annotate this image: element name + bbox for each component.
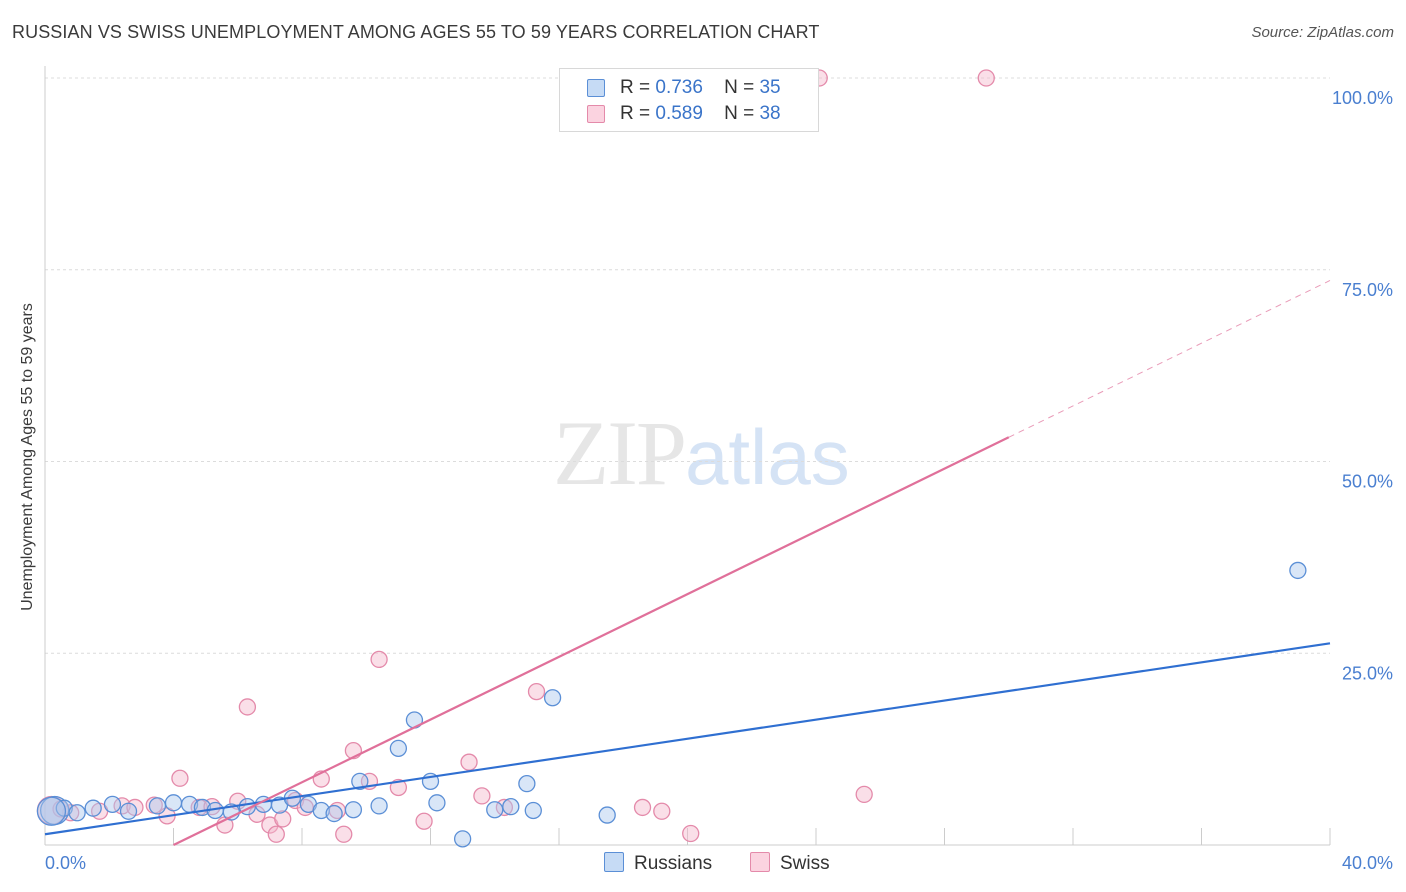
swiss-point	[460, 753, 478, 771]
bottom-legend-russians: Russians	[604, 852, 712, 875]
russians-point	[486, 801, 504, 819]
swiss-point	[682, 824, 700, 843]
russians-point	[524, 801, 542, 820]
y-tick-label: 75.0%	[1342, 280, 1393, 300]
russians-point	[1289, 561, 1307, 580]
russians-point	[453, 830, 472, 848]
watermark-zip: ZIP	[553, 402, 687, 504]
y-tick-label: 50.0%	[1342, 472, 1393, 492]
russians-point	[84, 799, 102, 817]
swiss-point	[238, 698, 257, 716]
chart-title: RUSSIAN VS SWISS UNEMPLOYMENT AMONG AGES…	[12, 22, 820, 42]
swiss-point	[274, 810, 292, 828]
russians-point	[598, 806, 616, 824]
swiss-point	[335, 825, 353, 843]
x-tick-label: 40.0%	[1342, 853, 1393, 873]
russians-point	[312, 801, 330, 820]
y-tick-label: 25.0%	[1342, 663, 1393, 683]
russians-point	[370, 797, 388, 815]
bottom-legend-swiss: Swiss	[750, 852, 830, 875]
swiss-point	[855, 785, 873, 804]
russians-trendline	[44, 642, 1331, 836]
correlation-legend: R = 0.736 N = 35 R = 0.589 N = 38	[559, 68, 819, 132]
russians-point	[119, 802, 138, 820]
swiss-swatch	[587, 105, 605, 123]
swiss-point	[527, 682, 546, 701]
legend-n-label: N =	[724, 77, 755, 98]
legend-r-value: 0.736	[655, 77, 703, 98]
swiss-trendline-extension	[1008, 280, 1331, 438]
russians-point	[68, 804, 86, 822]
russians-legend-label: Russians	[634, 853, 713, 874]
legend-n-value: 38	[759, 103, 781, 124]
legend-n-value: 35	[759, 77, 781, 98]
swiss-point	[389, 778, 408, 797]
watermark: ZIPatlas	[553, 400, 850, 506]
russians-point	[518, 774, 536, 793]
swiss-point	[473, 787, 491, 805]
swiss-point	[370, 650, 388, 669]
russians-point	[103, 795, 122, 813]
russians-point	[148, 797, 167, 815]
y-tick-label: 100.0%	[1332, 88, 1393, 108]
russians-point	[502, 798, 520, 816]
russians-point	[164, 794, 183, 812]
russians-swatch	[587, 79, 605, 97]
swiss-point	[633, 798, 652, 817]
swiss-trendline	[173, 436, 1010, 846]
russians-point	[325, 804, 343, 823]
legend-r-label: R =	[620, 77, 651, 98]
russians-point	[344, 801, 363, 819]
watermark-atlas: atlas	[685, 413, 850, 501]
swiss-point	[977, 69, 995, 87]
russians-point	[428, 794, 446, 812]
russians-point	[351, 772, 369, 790]
swiss-point	[415, 812, 433, 830]
swiss-point	[171, 769, 189, 787]
source-label: Source: ZipAtlas.com	[1251, 24, 1394, 41]
legend-r-value: 0.589	[655, 103, 703, 124]
russians-point	[543, 689, 562, 707]
x-tick-label: 0.0%	[45, 853, 86, 873]
legend-n-label: N =	[724, 103, 755, 124]
russians-point	[36, 796, 67, 826]
russians-point	[389, 739, 408, 758]
swiss-legend-swatch	[750, 852, 770, 872]
legend-r-label: R =	[620, 103, 651, 124]
swiss-point	[653, 802, 671, 820]
swiss-legend-label: Swiss	[780, 853, 830, 874]
swiss-point	[267, 825, 285, 843]
russians-legend-swatch	[604, 852, 624, 872]
